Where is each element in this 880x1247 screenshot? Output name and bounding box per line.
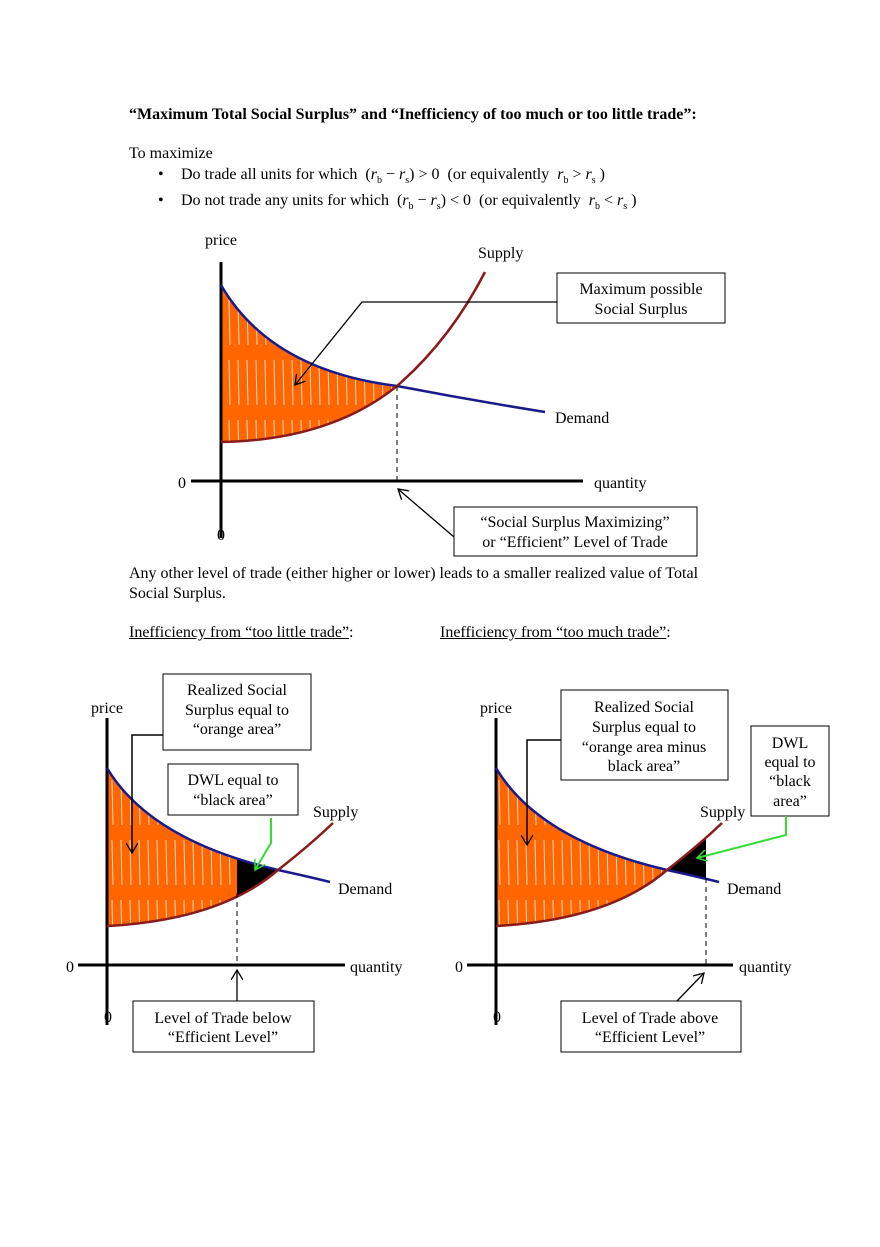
y-axis-label: price	[480, 700, 512, 717]
origin-label-x: 0	[455, 959, 463, 976]
arrow-pointer	[676, 973, 704, 1002]
x-axis-label: quantity	[739, 959, 791, 976]
callout-text: equal to	[764, 754, 815, 771]
heading-too-much: Inefficiency from “too much trade”:	[440, 624, 671, 641]
bullet-icon: •	[158, 192, 164, 209]
too-much-trade-diagram: price quantity 0 0 Supply Demand Realize…	[455, 689, 830, 1053]
callout-text: “black	[769, 773, 811, 790]
supply-label: Supply	[700, 804, 745, 821]
callout-text: Surplus equal to	[185, 702, 289, 719]
callout-realized-surplus	[162, 673, 312, 751]
callout-text: Realized Social	[594, 699, 695, 716]
bullet-1: Do trade all units for which (rb − rs) >…	[181, 166, 605, 186]
paragraph-line-2: Social Surplus.	[129, 585, 226, 602]
arrow-pointer	[527, 739, 561, 845]
paragraph-line-1: Any other level of trade (either higher …	[129, 565, 699, 582]
origin-label-y: 0	[104, 1009, 112, 1026]
demand-label: Demand	[338, 881, 392, 898]
callout-text: “Efficient Level”	[168, 1029, 278, 1046]
page-title: “Maximum Total Social Surplus” and “Inef…	[129, 106, 697, 123]
callout-efficient-level	[453, 506, 698, 557]
callout-text: Realized Social	[187, 682, 288, 699]
origin-label-y: 0	[217, 527, 225, 544]
arrow-pointer	[132, 734, 163, 853]
origin-label-x: 0	[66, 959, 74, 976]
callout-text: DWL	[772, 735, 808, 752]
callout-text: Level of Trade above	[582, 1010, 718, 1027]
callout-text: “Efficient Level”	[595, 1029, 705, 1046]
demand-label: Demand	[727, 881, 781, 898]
green-arrow-pointer	[254, 818, 272, 870]
x-axis-label: quantity	[594, 475, 646, 492]
callout-text: or “Efficient” Level of Trade	[482, 534, 667, 551]
callout-text: Level of Trade below	[154, 1010, 292, 1027]
callout-realized-surplus	[560, 689, 729, 781]
math-expr: (rb − rs) > 0 (or equivalently rb > rs )	[361, 166, 605, 187]
bullet-text: Do not trade any units for which	[181, 192, 389, 209]
intro-text: To maximize	[129, 145, 213, 162]
callout-text: Social Surplus	[595, 301, 688, 318]
supply-label: Supply	[313, 804, 358, 821]
callout-text: “orange area”	[193, 721, 281, 738]
y-axis-label: price	[91, 700, 123, 717]
surplus-area	[496, 768, 667, 926]
callout-level-above	[560, 1000, 742, 1053]
too-little-trade-diagram: price quantity 0 0 Supply Demand Realize…	[66, 673, 402, 1053]
arrow-pointer	[295, 301, 557, 385]
origin-label-y: 0	[493, 1009, 501, 1026]
main-diagram: price quantity 0 0 Supply Demand Maximum…	[178, 232, 726, 557]
bullet-icon: •	[158, 166, 164, 183]
math-expr: (rb − rs) < 0 (or equivalently rb < rs )	[392, 192, 637, 213]
bullet-text: Do trade all units for which	[181, 166, 358, 183]
bullet-2: Do not trade any units for which (rb − r…	[181, 192, 637, 212]
green-arrow-pointer	[697, 816, 787, 858]
heading-too-little: Inefficiency from “too little trade”:	[129, 624, 354, 641]
supply-curve	[495, 822, 723, 928]
callout-text: “Social Surplus Maximizing”	[480, 514, 669, 531]
dwl-area	[667, 837, 706, 879]
callout-dwl	[750, 725, 830, 817]
callout-max-surplus	[556, 272, 726, 324]
callout-dwl	[167, 763, 299, 816]
callout-level-below	[132, 1000, 315, 1053]
callout-text: Surplus equal to	[592, 719, 696, 736]
callout-text: “black area”	[193, 792, 272, 809]
callout-text: Maximum possible	[579, 281, 702, 298]
callout-text: “orange area minus	[582, 739, 706, 756]
y-axis-label: price	[205, 232, 237, 249]
callout-text: black area”	[608, 758, 680, 775]
supply-label: Supply	[478, 245, 523, 262]
arrow-pointer	[398, 489, 455, 538]
x-axis-label: quantity	[350, 959, 402, 976]
origin-label-x: 0	[178, 475, 186, 492]
supply-curve	[106, 822, 334, 928]
callout-text: area”	[773, 793, 807, 810]
demand-curve	[494, 767, 720, 884]
callout-text: DWL equal to	[188, 772, 279, 789]
demand-label: Demand	[555, 410, 609, 427]
